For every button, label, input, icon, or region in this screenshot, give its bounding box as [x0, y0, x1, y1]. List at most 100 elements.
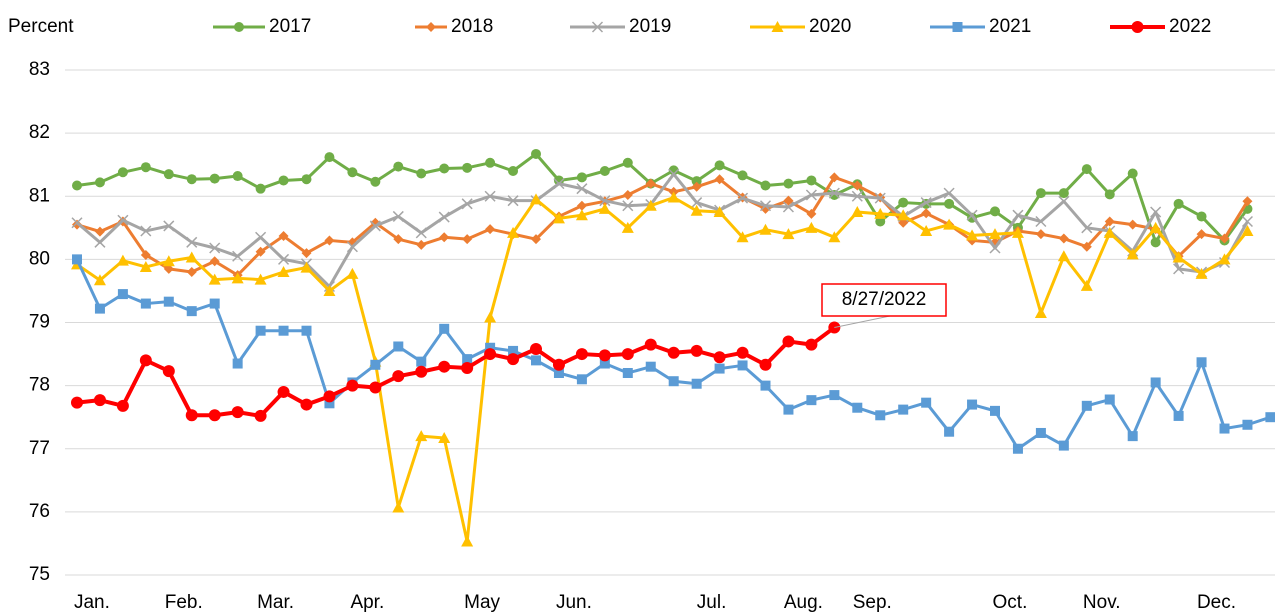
marker: [209, 242, 221, 254]
legend-marker: [234, 22, 244, 32]
legend-label: 2017: [269, 16, 311, 37]
marker: [713, 351, 726, 364]
marker: [1081, 222, 1093, 234]
marker: [231, 406, 244, 419]
marker: [438, 432, 451, 444]
marker: [875, 216, 886, 227]
marker: [1035, 427, 1046, 438]
marker: [416, 239, 427, 250]
marker: [94, 303, 105, 314]
marker: [622, 157, 633, 168]
legend-marker: [591, 21, 604, 33]
marker: [255, 183, 266, 194]
marker: [139, 260, 152, 272]
marker: [347, 167, 358, 178]
marker: [1241, 215, 1253, 228]
marker: [921, 208, 932, 219]
marker: [415, 365, 428, 378]
marker: [553, 178, 565, 190]
marker: [140, 298, 151, 309]
marker: [599, 358, 610, 369]
marker: [117, 167, 128, 178]
marker: [736, 231, 749, 243]
x-tick-label: Nov.: [1083, 592, 1121, 613]
marker: [1103, 226, 1116, 238]
marker: [438, 211, 450, 223]
marker: [392, 370, 405, 383]
marker: [622, 189, 633, 200]
marker: [324, 235, 335, 246]
legend-marker: [1131, 21, 1144, 33]
marker: [232, 358, 243, 369]
marker: [667, 346, 680, 359]
marker: [576, 172, 587, 183]
marker: [277, 266, 290, 277]
marker: [944, 426, 955, 437]
marker: [990, 405, 1000, 416]
marker: [1081, 164, 1092, 175]
marker: [966, 229, 979, 241]
marker: [439, 163, 450, 174]
marker: [714, 160, 725, 171]
marker: [140, 162, 151, 173]
marker: [278, 325, 289, 336]
marker: [759, 200, 772, 212]
marker: [782, 201, 794, 213]
series: [71, 191, 1254, 547]
annotation-box: [821, 283, 947, 317]
marker: [806, 395, 817, 406]
marker: [575, 348, 588, 361]
marker: [668, 165, 679, 176]
marker: [462, 162, 473, 173]
marker: [875, 410, 886, 421]
marker: [1196, 211, 1207, 222]
marker: [393, 341, 404, 352]
series: [71, 321, 841, 422]
line: [76, 152, 1249, 244]
marker: [232, 250, 244, 262]
marker: [301, 174, 312, 185]
marker: [461, 361, 474, 374]
marker: [1127, 219, 1138, 230]
x-tick-label: Mar.: [257, 592, 294, 613]
marker: [943, 218, 956, 230]
marker: [691, 176, 702, 187]
marker: [140, 249, 151, 260]
marker: [531, 234, 541, 245]
marker: [324, 152, 335, 163]
line: [76, 172, 1249, 289]
marker: [163, 169, 174, 180]
marker: [301, 248, 312, 259]
marker: [209, 298, 220, 309]
marker: [278, 253, 290, 265]
marker: [163, 296, 174, 307]
marker: [208, 273, 221, 285]
marker: [1104, 216, 1115, 227]
marker: [805, 221, 818, 233]
marker: [346, 241, 358, 253]
x-tick-label: Feb.: [165, 592, 203, 613]
marker: [1173, 198, 1184, 209]
marker: [806, 208, 817, 219]
marker: [1127, 168, 1138, 179]
marker: [898, 404, 909, 415]
marker: [278, 231, 289, 242]
marker: [898, 197, 909, 208]
marker: [829, 172, 840, 183]
marker: [508, 345, 519, 356]
legend-label: 2019: [629, 16, 671, 37]
marker: [1218, 253, 1231, 265]
marker: [851, 190, 863, 202]
marker: [852, 402, 863, 413]
marker: [1150, 206, 1162, 218]
marker: [416, 356, 427, 367]
marker: [552, 358, 565, 371]
y-tick-label: 78: [29, 375, 50, 396]
marker: [485, 224, 496, 235]
marker: [484, 190, 496, 202]
marker: [508, 166, 519, 176]
marker: [116, 399, 129, 412]
marker: [1034, 307, 1047, 319]
marker: [301, 325, 312, 336]
marker: [1058, 233, 1069, 244]
